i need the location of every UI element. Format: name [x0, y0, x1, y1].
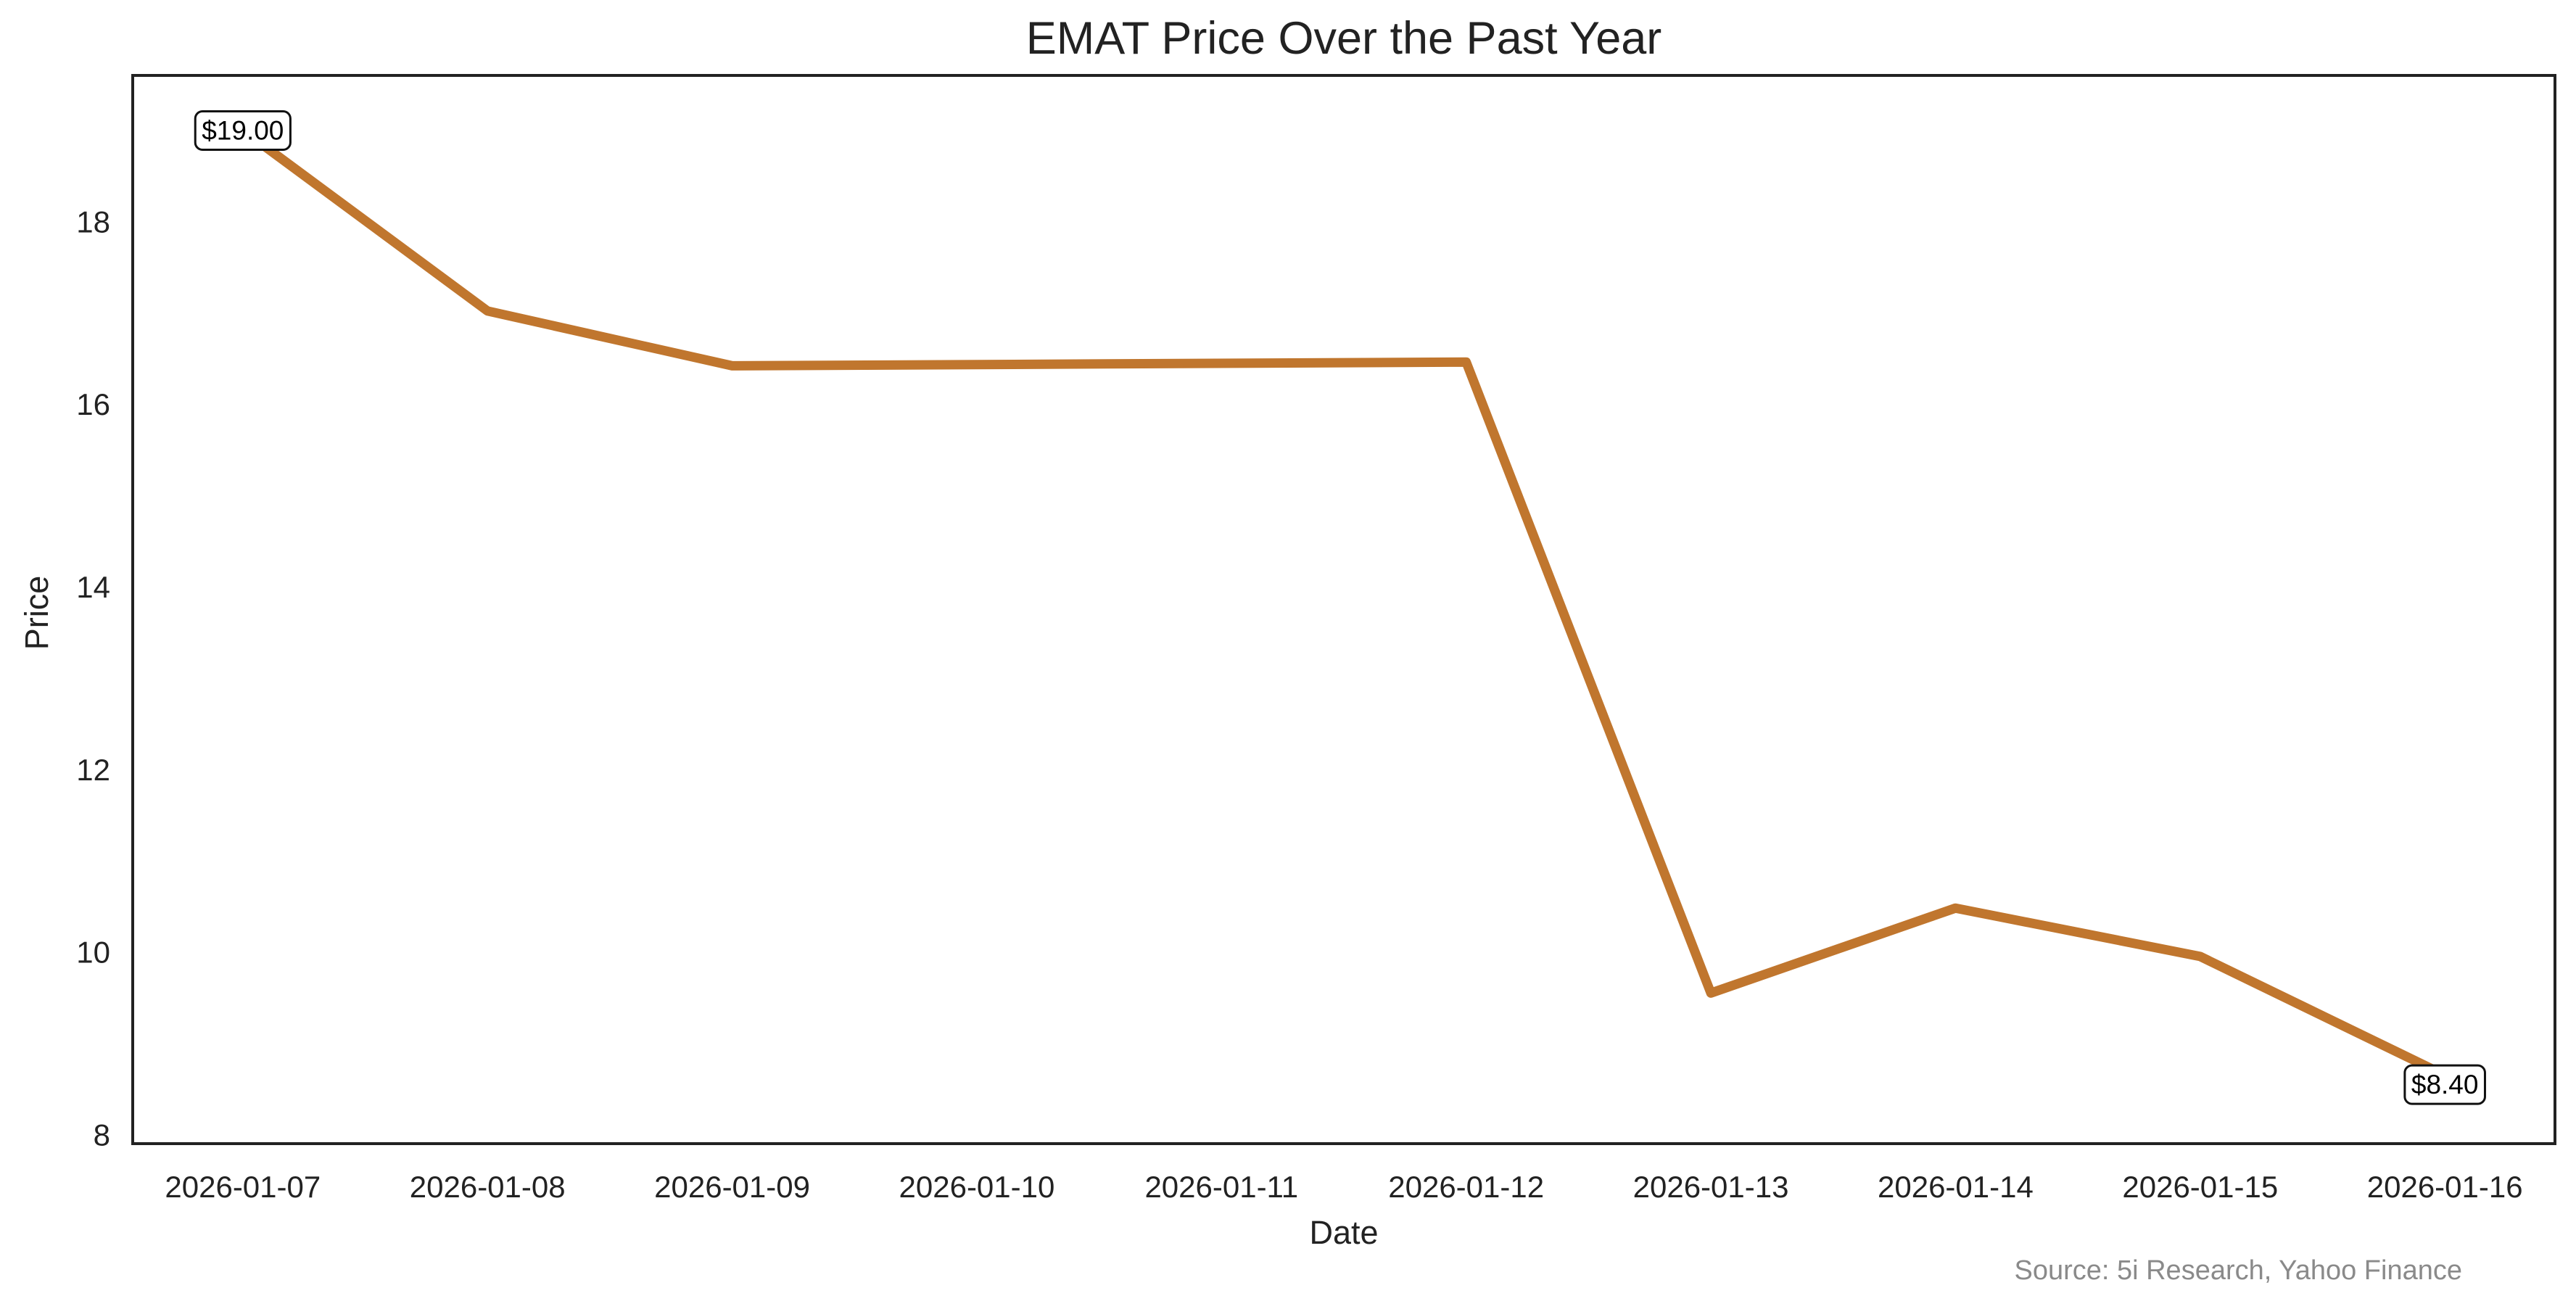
y-axis-label: Price	[18, 576, 55, 651]
x-tick-label: 2026-01-07	[165, 1170, 321, 1204]
y-axis-ticks: 8 10 12 14 16 18	[76, 205, 110, 1152]
x-tick-label: 2026-01-10	[899, 1170, 1055, 1204]
y-tick-label: 16	[76, 387, 110, 421]
annotation-box	[2403, 1064, 2486, 1105]
x-axis-ticks: 2026-01-07 2026-01-08 2026-01-09 2026-01-10…	[165, 1170, 2522, 1204]
x-tick-label: 2026-01-09	[654, 1170, 810, 1204]
price-line	[239, 126, 2448, 1080]
x-tick-label: 2026-01-14	[1878, 1170, 2034, 1204]
y-tick-label: 18	[76, 205, 110, 239]
y-tick-label: 12	[76, 753, 110, 787]
chart-title: EMAT Price Over the Past Year	[1026, 13, 1662, 64]
x-tick-label: 2026-01-08	[410, 1170, 566, 1204]
x-tick-label: 2026-01-11	[1144, 1170, 1298, 1204]
y-tick-label: 8	[94, 1118, 110, 1152]
annotation-layer: $19.00 $8.40	[194, 110, 2486, 1105]
price-annotation: $8.40	[2403, 1064, 2486, 1105]
x-tick-label: 2026-01-16	[2367, 1170, 2523, 1204]
y-tick-label: 10	[76, 936, 110, 970]
annotation-box	[194, 110, 292, 152]
price-annotation: $19.00	[194, 110, 292, 152]
x-axis-label: Date	[1309, 1214, 1378, 1251]
annotation-text: $8.40	[2411, 1070, 2479, 1099]
source-note: Source: 5i Research, Yahoo Finance	[2014, 1255, 2462, 1286]
x-tick-label: 2026-01-12	[1388, 1170, 1544, 1204]
annotation-text: $19.00	[202, 116, 284, 146]
x-tick-label: 2026-01-13	[1633, 1170, 1789, 1204]
x-tick-label: 2026-01-15	[2122, 1170, 2278, 1204]
series-layer	[239, 126, 2448, 1080]
plot-area-frame	[131, 74, 2556, 1145]
y-tick-label: 14	[76, 570, 110, 604]
